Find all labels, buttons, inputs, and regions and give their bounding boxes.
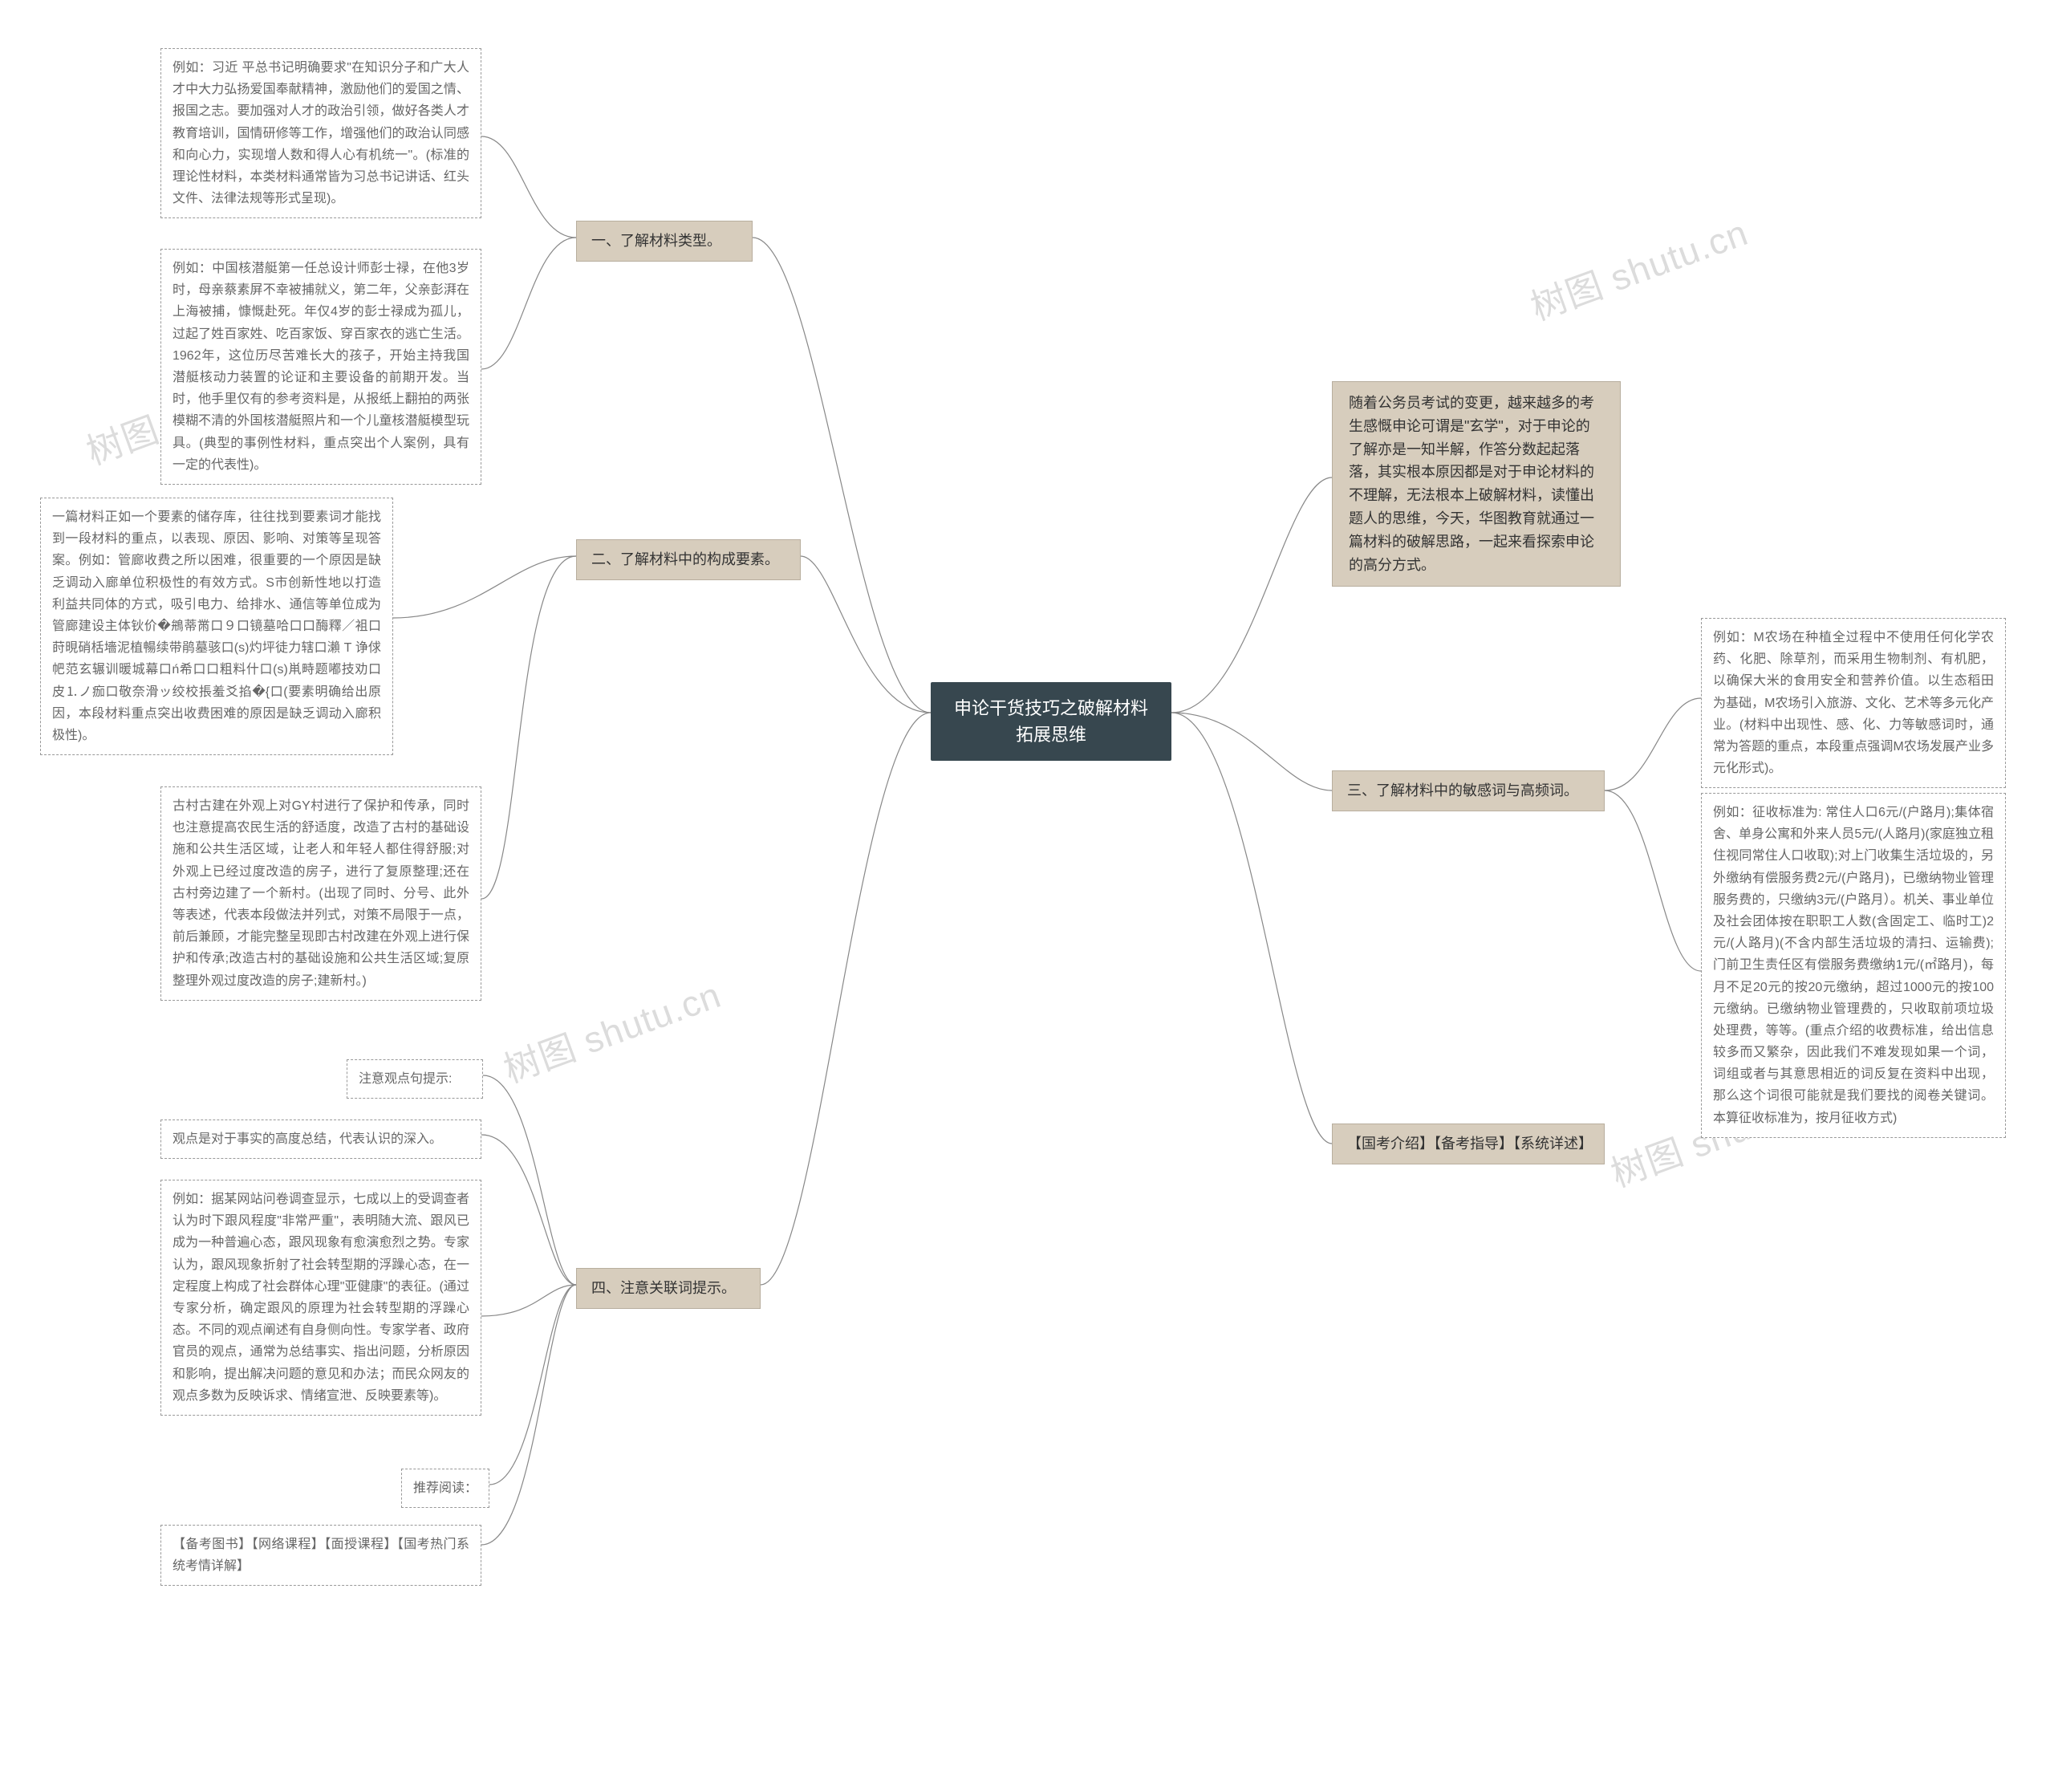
section-1[interactable]: 一、了解材料类型。 [576, 221, 753, 262]
watermark: 树图 shutu.cn [495, 965, 727, 1092]
section-label: 四、注意关联词提示。 [591, 1280, 736, 1296]
mindmap-canvas: 树图 shutu.cn 树图 shutu.cn 树图 shutu.cn 树图 s… [0, 0, 2054, 1792]
leaf-text: 观点是对于事实的高度总结，代表认识的深入。 [173, 1132, 442, 1146]
leaf-4e[interactable]: 【备考图书】【网络课程】【面授课程】【国考热门系统考情详解】 [160, 1525, 481, 1586]
section-3[interactable]: 三、了解材料中的敏感词与高频词。 [1332, 770, 1605, 811]
leaf-text: 一篇材料正如一个要素的储存库，往往找到要素词才能找到一段材料的重点，以表现、原因… [52, 510, 381, 742]
section-label: 三、了解材料中的敏感词与高频词。 [1347, 782, 1578, 798]
leaf-2b[interactable]: 古村古建在外观上对GY村进行了保护和传承，同时也注意提高农民生活的舒适度，改造了… [160, 786, 481, 1001]
watermark: 树图 shutu.cn [1522, 203, 1754, 330]
leaf-4b[interactable]: 观点是对于事实的高度总结，代表认识的深入。 [160, 1119, 481, 1159]
leaf-text: 【备考图书】【网络课程】【面授课程】【国考热门系统考情详解】 [173, 1538, 469, 1573]
leaf-text: 例如：M农场在种植全过程中不使用任何化学农药、化肥、除草剂，而采用生物制剂、有机… [1713, 631, 1994, 775]
leaf-text: 例如：习近 平总书记明确要求"在知识分子和广大人才中大力弘扬爱国奉献精神，激励他… [173, 61, 469, 205]
section-label: 【国考介绍】【备考指导】【系统详述】 [1347, 1136, 1593, 1152]
section-2[interactable]: 二、了解材料中的构成要素。 [576, 539, 801, 580]
leaf-4a[interactable]: 注意观点句提示: [347, 1059, 483, 1099]
leaf-4c[interactable]: 例如：据某网站问卷调查显示，七成以上的受调查者认为时下跟风程度"非常严重"，表明… [160, 1180, 481, 1416]
leaf-1a[interactable]: 例如：习近 平总书记明确要求"在知识分子和广大人才中大力弘扬爱国奉献精神，激励他… [160, 48, 481, 218]
section-intro[interactable]: 随着公务员考试的变更，越来越多的考生感慨申论可谓是"玄学"，对于申论的了解亦是一… [1332, 381, 1621, 587]
section-label: 一、了解材料类型。 [591, 233, 721, 249]
section-label: 随着公务员考试的变更，越来越多的考生感慨申论可谓是"玄学"，对于申论的了解亦是一… [1349, 395, 1594, 573]
center-text: 申论干货技巧之破解材料拓展思维 [954, 698, 1148, 745]
section-4[interactable]: 四、注意关联词提示。 [576, 1268, 761, 1309]
leaf-text: 例如：中国核潜艇第一任总设计师彭士禄，在他3岁时，母亲蔡素屏不幸被捕就义，第二年… [173, 262, 469, 472]
leaf-4d[interactable]: 推荐阅读： [401, 1469, 489, 1508]
leaf-text: 推荐阅读： [413, 1481, 477, 1495]
section-exam-info[interactable]: 【国考介绍】【备考指导】【系统详述】 [1332, 1124, 1605, 1164]
leaf-2a[interactable]: 一篇材料正如一个要素的储存库，往往找到要素词才能找到一段材料的重点，以表现、原因… [40, 498, 393, 755]
leaf-text: 例如：征收标准为: 常住人口6元/(户路月);集体宿舍、单身公寓和外来人员5元/… [1713, 806, 1994, 1125]
leaf-3a[interactable]: 例如：M农场在种植全过程中不使用任何化学农药、化肥、除草剂，而采用生物制剂、有机… [1701, 618, 2006, 788]
leaf-text: 古村古建在外观上对GY村进行了保护和传承，同时也注意提高农民生活的舒适度，改造了… [173, 799, 469, 988]
leaf-3b[interactable]: 例如：征收标准为: 常住人口6元/(户路月);集体宿舍、单身公寓和外来人员5元/… [1701, 793, 2006, 1138]
leaf-text: 注意观点句提示: [359, 1072, 452, 1086]
leaf-1b[interactable]: 例如：中国核潜艇第一任总设计师彭士禄，在他3岁时，母亲蔡素屏不幸被捕就义，第二年… [160, 249, 481, 485]
section-label: 二、了解材料中的构成要素。 [591, 551, 779, 567]
leaf-text: 例如：据某网站问卷调查显示，七成以上的受调查者认为时下跟风程度"非常严重"，表明… [173, 1193, 469, 1403]
center-node[interactable]: 申论干货技巧之破解材料拓展思维 [931, 682, 1171, 761]
